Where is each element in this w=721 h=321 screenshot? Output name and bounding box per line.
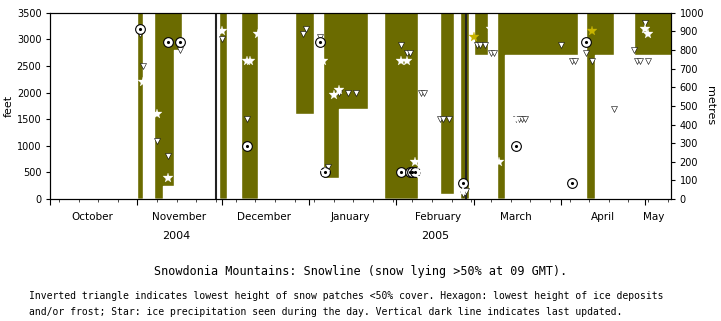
Text: Snowdonia Mountains: Snowline (snow lying >50% at 09 GMT).: Snowdonia Mountains: Snowline (snow lyin…: [154, 265, 567, 278]
Text: March: March: [500, 212, 532, 222]
Text: Inverted triangle indicates lowest height of snow patches <50% cover. Hexagon: l: Inverted triangle indicates lowest heigh…: [29, 291, 663, 300]
Text: October: October: [71, 212, 113, 222]
Text: December: December: [236, 212, 291, 222]
Text: May: May: [643, 212, 664, 222]
Text: April: April: [591, 212, 615, 222]
Text: and/or frost; Star: ice precipitation seen during the day. Vertical dark line in: and/or frost; Star: ice precipitation se…: [29, 307, 622, 317]
Text: November: November: [152, 212, 207, 222]
Text: 2004: 2004: [163, 231, 191, 241]
Text: January: January: [331, 212, 371, 222]
Y-axis label: feet: feet: [4, 95, 14, 117]
Text: 2005: 2005: [421, 231, 449, 241]
Text: February: February: [415, 212, 461, 222]
Y-axis label: metres: metres: [705, 86, 715, 126]
